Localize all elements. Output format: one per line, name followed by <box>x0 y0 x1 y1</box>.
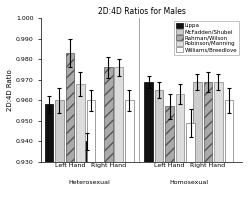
Bar <box>125 100 134 162</box>
Bar <box>87 100 95 162</box>
Bar <box>155 90 163 162</box>
Text: Heterosexual: Heterosexual <box>68 180 110 185</box>
Bar <box>55 100 64 162</box>
Text: Homosexual: Homosexual <box>169 180 208 185</box>
Bar <box>65 53 74 162</box>
Bar <box>115 67 123 162</box>
Bar <box>225 100 233 162</box>
Bar <box>104 67 113 162</box>
Bar <box>144 82 153 162</box>
Bar <box>83 141 92 162</box>
Bar <box>186 123 195 162</box>
Legend: Lippa, McFadden/Shubel, Rahman/Wilson, Robinson/Manning, Williams/Breedlove: Lippa, McFadden/Shubel, Rahman/Wilson, R… <box>174 21 239 55</box>
Bar <box>183 162 191 202</box>
Bar <box>214 82 223 162</box>
Title: 2D:4D Ratios for Males: 2D:4D Ratios for Males <box>98 7 186 16</box>
Bar <box>94 162 102 202</box>
Bar <box>176 94 185 162</box>
Bar <box>204 82 212 162</box>
Bar <box>193 82 202 162</box>
Bar <box>165 106 174 162</box>
Y-axis label: 2D:4D Ratio: 2D:4D Ratio <box>7 69 13 111</box>
Bar <box>76 84 85 162</box>
Bar <box>45 104 53 162</box>
